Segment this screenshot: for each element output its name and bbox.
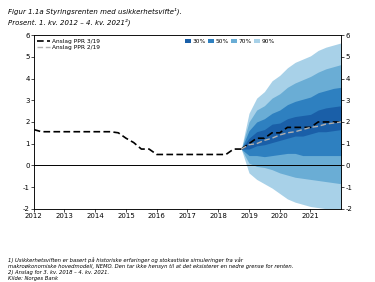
Text: Prosent. 1. kv. 2012 – 4. kv. 2021²): Prosent. 1. kv. 2012 – 4. kv. 2021²) (8, 18, 130, 26)
Text: 1) Usikkerhetsviften er basert på historiske erfaringer og stokastiske simulerin: 1) Usikkerhetsviften er basert på histor… (8, 257, 293, 281)
Legend: 30%, 50%, 70%, 90%: 30%, 50%, 70%, 90% (183, 36, 278, 46)
Text: Figur 1.1a Styringsrenten med usikkerhetsvifte¹).: Figur 1.1a Styringsrenten med usikkerhet… (8, 7, 181, 15)
